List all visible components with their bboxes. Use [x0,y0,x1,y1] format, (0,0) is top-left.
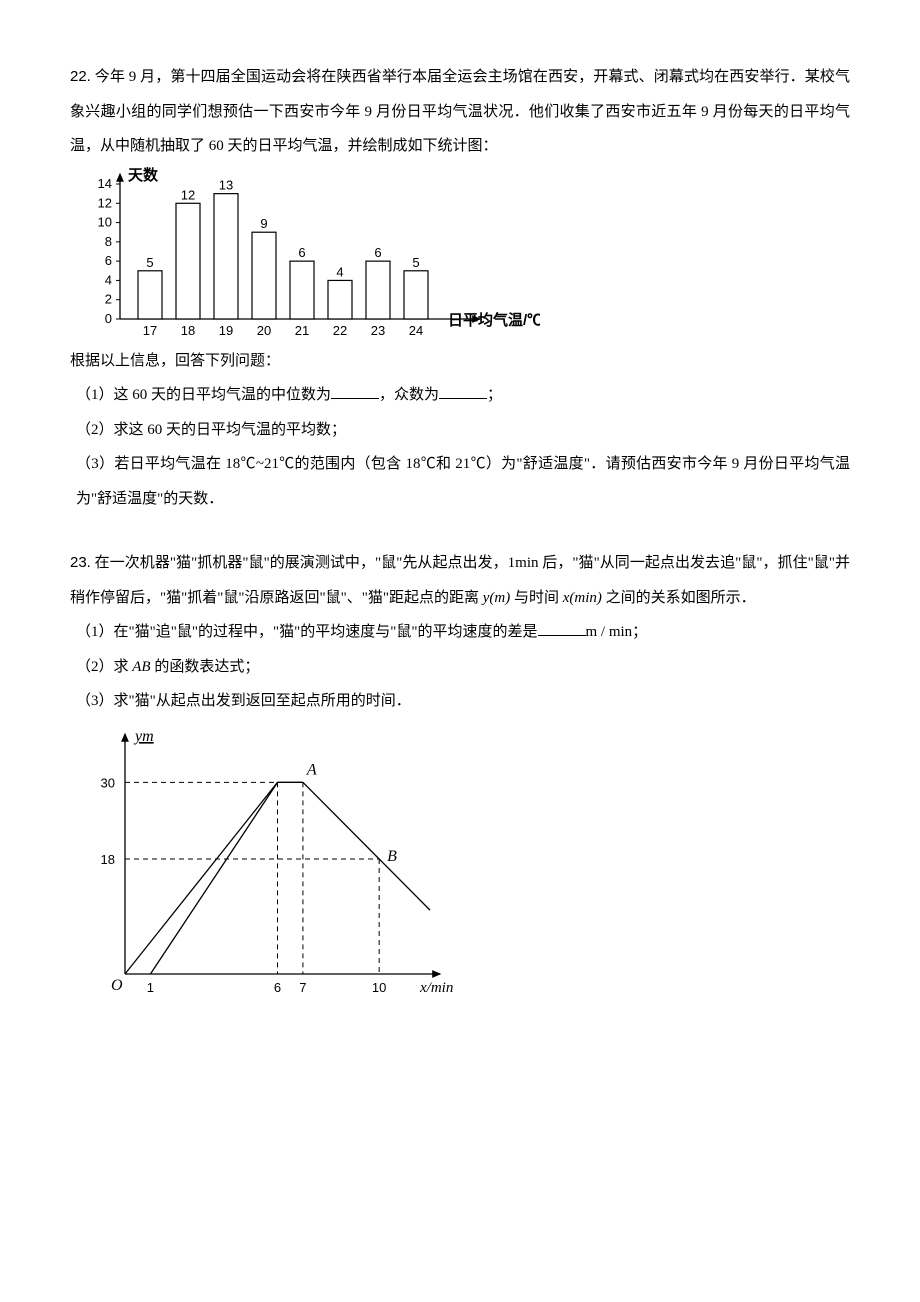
svg-text:A: A [306,761,317,778]
q23-number: 23. [70,554,91,571]
q22-blank2 [439,383,487,399]
svg-text:8: 8 [105,233,112,248]
q23-text1c: 之间的关系如图所示． [606,590,756,606]
svg-text:23: 23 [371,323,385,338]
q22-blank1 [331,383,379,399]
svg-text:19: 19 [219,323,233,338]
svg-text:20: 20 [257,323,271,338]
svg-text:2: 2 [105,291,112,306]
svg-text:6: 6 [274,980,281,995]
q23-sub2: （2）求 AB 的函数表达式； [70,650,850,685]
q23-sub3: （3）求"猫"从起点出发到返回至起点所用的时间． [70,684,850,719]
svg-text:18: 18 [101,852,115,867]
q23-line-graph: 18 30 1 6 7 10 A B Oym x/min [70,719,470,1009]
q23-text1b: 与时间 [514,590,563,606]
svg-text:ym: ym [133,728,154,745]
svg-text:7: 7 [299,980,306,995]
q23-s1unit: m / min [586,624,633,640]
q22-sub1b: ，众数为 [379,387,439,403]
svg-text:9: 9 [260,216,267,231]
q22-sub2: （2）求这 60 天的日平均气温的平均数； [70,413,850,448]
svg-text:13: 13 [219,177,233,192]
q23-sub1: （1）在"猫"追"鼠"的过程中，"猫"的平均速度与"鼠"的平均速度的差是 m / … [70,615,850,650]
svg-text:18: 18 [181,323,195,338]
svg-text:12: 12 [181,187,195,202]
q23-blank1 [538,620,586,636]
svg-text:21: 21 [295,323,309,338]
q23-ab: AB [132,659,150,675]
q23-sub1b: ； [632,624,647,640]
svg-text:1: 1 [147,980,154,995]
q23-paragraph: 23. 在一次机器"猫"抓机器"鼠"的展演测试中，"鼠"先从起点出发，1min … [70,546,850,615]
svg-text:17: 17 [143,323,157,338]
q22-bar-chart: 0246810121451712181319920621422623524天数日… [70,164,540,344]
q22-text2: 根据以上信息，回答下列问题： [70,344,850,379]
q22-sub3: （3）若日平均气温在 18℃~21℃的范围内（包含 18℃和 21℃）为"舒适温… [70,447,850,516]
q23-yexpr: y(m) [483,590,510,606]
q23-sub2a: （2）求 [76,659,132,675]
svg-text:24: 24 [409,323,423,338]
svg-text:6: 6 [298,245,305,260]
q23-xexpr: x(min) [563,590,602,606]
svg-text:O: O [111,977,123,994]
svg-text:0: 0 [105,311,112,326]
q22-sub1: （1）这 60 天的日平均气温的中位数为 ，众数为 ； [70,378,850,413]
q22-sub1c: ； [487,387,502,403]
q22-paragraph: 22. 今年 9 月，第十四届全国运动会将在陕西省举行本届全运会主场馆在西安，开… [70,60,850,164]
q22-sub1a: （1）这 60 天的日平均气温的中位数为 [76,387,331,403]
q23-sub1a: （1）在"猫"追"鼠"的过程中，"猫"的平均速度与"鼠"的平均速度的差是 [76,624,538,640]
svg-text:10: 10 [98,214,112,229]
svg-text:6: 6 [105,253,112,268]
svg-text:日平均气温/℃: 日平均气温/℃ [448,311,540,329]
q22-text1: 今年 9 月，第十四届全国运动会将在陕西省举行本届全运会主场馆在西安，开幕式、闭… [70,69,850,154]
svg-text:5: 5 [412,254,419,269]
svg-text:6: 6 [374,245,381,260]
svg-text:10: 10 [372,980,386,995]
svg-text:B: B [387,848,397,865]
svg-text:30: 30 [101,775,115,790]
svg-text:22: 22 [333,323,347,338]
svg-text:14: 14 [98,176,112,191]
q22-number: 22. [70,68,91,85]
svg-text:5: 5 [146,254,153,269]
svg-text:12: 12 [98,195,112,210]
svg-text:天数: 天数 [128,166,159,184]
svg-text:4: 4 [336,264,343,279]
q23-sub2b: 的函数表达式； [151,659,260,675]
svg-text:x/min: x/min [419,980,453,996]
svg-text:4: 4 [105,272,112,287]
